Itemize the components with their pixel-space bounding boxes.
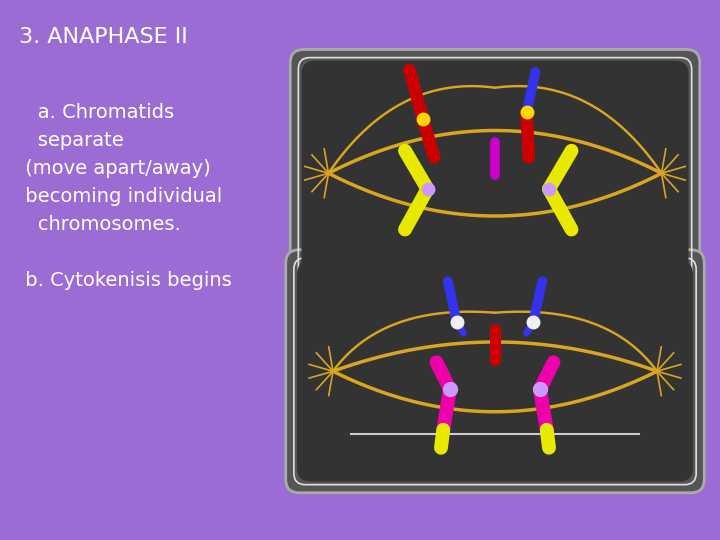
Text: a. Chromatids
   separate
 (move apart/away)
 becoming individual
   chromosomes: a. Chromatids separate (move apart/away)…: [19, 103, 232, 289]
FancyBboxPatch shape: [297, 261, 693, 482]
FancyBboxPatch shape: [290, 50, 700, 297]
FancyBboxPatch shape: [302, 60, 688, 286]
Text: 3. ANAPHASE II: 3. ANAPHASE II: [19, 27, 188, 47]
FancyBboxPatch shape: [286, 249, 704, 492]
